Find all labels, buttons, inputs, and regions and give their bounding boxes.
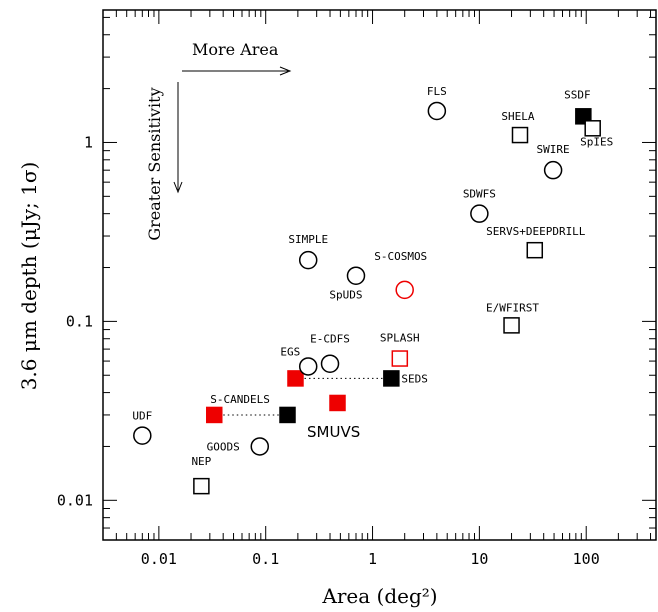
x-tick-label: 0.01 [141, 550, 177, 568]
e-wfirst-marker [503, 317, 520, 334]
point-labels: UDF GOODS NEP S-CANDELS SEDS EGS E-CDFS SPLASH S… [132, 85, 613, 468]
point-label: SIMPLE [288, 233, 328, 246]
point-label: E-CDFS [310, 333, 350, 346]
plot-frame [102, 9, 657, 541]
point-label: SHELA [501, 110, 534, 123]
smuvs-label: SMUVS [307, 423, 360, 441]
fls-marker [427, 101, 447, 121]
point-label: SSDF [564, 88, 591, 101]
nep-marker [193, 477, 210, 495]
point-label: EGS [280, 345, 300, 358]
shela-marker [511, 126, 529, 144]
point-label: UDF [132, 410, 152, 423]
y-tick-label: 1 [84, 133, 93, 151]
simple-marker [298, 250, 318, 270]
data-points [133, 101, 601, 495]
point-label: SDWFS [463, 188, 496, 201]
unlabeled-marker [329, 394, 346, 412]
x-tick-label: 100 [573, 550, 600, 568]
point-label: SWIRE [537, 143, 570, 156]
y-tick-label: 0.1 [66, 312, 93, 330]
x-tick-label: 0.1 [252, 550, 279, 568]
more-area-label: More Area [192, 40, 279, 59]
point-label: GOODS [207, 440, 240, 453]
point-label: SEDS [401, 372, 428, 385]
udf-marker [133, 426, 152, 445]
spies-marker [584, 120, 601, 137]
y-axis-title: 3.6 μm depth (μJy; 1σ) [17, 162, 41, 391]
egs-marker [298, 357, 318, 376]
unlabeled-marker [287, 370, 304, 387]
point-label: FLS [427, 85, 447, 98]
point-label: SpIES [580, 135, 613, 148]
sdwfs-marker [470, 204, 489, 223]
point-label: SERVS+DEEPDRILL [486, 225, 586, 238]
s-candels-marker [206, 406, 223, 424]
e-cdfs-marker [320, 354, 340, 373]
greater-sensitivity-annotation: Greater Sensitivity [145, 82, 183, 241]
seds-marker [383, 370, 400, 387]
greater-sensitivity-arrowhead [173, 181, 183, 194]
goods-marker [250, 437, 270, 456]
y-tick-label: 0.01 [57, 491, 93, 509]
spuds-marker [346, 266, 366, 285]
splash-marker [391, 350, 409, 367]
x-tick-label: 1 [368, 550, 377, 568]
connector-lines [214, 377, 392, 416]
x-tick-label: 10 [470, 550, 488, 568]
s-cosmos-marker [395, 280, 414, 300]
point-label: SpUDS [329, 289, 362, 302]
greater-sensitivity-label: Greater Sensitivity [145, 87, 164, 240]
point-label: S-COSMOS [374, 250, 427, 263]
servs-deepdrill-marker [526, 241, 544, 259]
point-label: SPLASH [380, 332, 420, 345]
axis-tick-labels: 0.01 0.1 1 10 100 0.01 0.1 1 [57, 133, 600, 568]
point-label: S-CANDELS [210, 393, 270, 406]
point-label: NEP [191, 455, 211, 468]
unlabeled-marker [279, 406, 296, 424]
x-axis-title: Area (deg²) [321, 584, 437, 608]
more-area-annotation: More Area [182, 40, 292, 76]
more-area-arrowhead [279, 66, 292, 76]
axis-ticks [102, 10, 656, 541]
swire-marker [543, 160, 563, 180]
point-label: E/WFIRST [486, 301, 539, 314]
